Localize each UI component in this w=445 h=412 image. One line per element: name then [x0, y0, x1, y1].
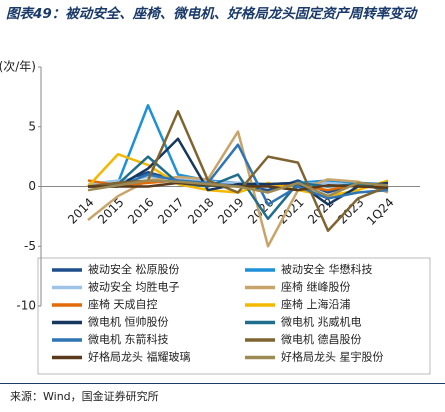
- series-line: [88, 137, 389, 206]
- x-tick-label: 2023: [335, 195, 366, 226]
- y-tick-label: 0: [28, 179, 36, 193]
- series-line: [88, 143, 389, 206]
- y-tick-label: 10(次/年): [0, 60, 36, 74]
- legend-label: 被动安全 松原股份: [88, 262, 180, 276]
- rule: [0, 383, 445, 384]
- legend-label: 被动安全 均胜电子: [88, 280, 180, 294]
- legend-label: 被动安全 华懋科技: [281, 262, 373, 276]
- x-tick-label: 2014: [65, 195, 96, 226]
- legend-label: 座椅 继峰股份: [281, 280, 351, 294]
- source: 来源：Wind，国金证券研究所: [10, 390, 159, 403]
- x-tick-label: 2016: [125, 195, 156, 226]
- legend-label: 好格局龙头 星宇股份: [281, 350, 384, 364]
- x-tick-label: 2017: [155, 195, 186, 226]
- legend-label: 微电机 德昌股份: [281, 332, 362, 346]
- legend-label: 好格局龙头 福耀玻璃: [88, 350, 191, 364]
- legend-label: 座椅 天成自控: [88, 297, 158, 311]
- y-tick-label: -10: [16, 299, 36, 313]
- x-tick-label: 2018: [185, 195, 216, 226]
- x-tick-label: 1Q24: [364, 195, 397, 228]
- legend-label: 微电机 东箭科技: [88, 332, 169, 346]
- chart-title: 图表49：被动安全、座椅、微电机、好格局龙头固定资产周转率变动: [6, 6, 417, 22]
- series-line: [87, 179, 389, 198]
- legend-label: 微电机 兆威机电: [281, 315, 362, 329]
- y-tick-label: 5: [28, 119, 36, 133]
- y-tick-label: -5: [24, 239, 36, 253]
- chart: 10(次/年)50-5-1020142015201620172018201920…: [0, 60, 431, 375]
- legend-label: 座椅 上海沿浦: [281, 297, 351, 311]
- legend-box: [37, 257, 431, 375]
- legend-label: 微电机 恒帅股份: [88, 315, 169, 329]
- x-tick-label: 2019: [215, 195, 246, 226]
